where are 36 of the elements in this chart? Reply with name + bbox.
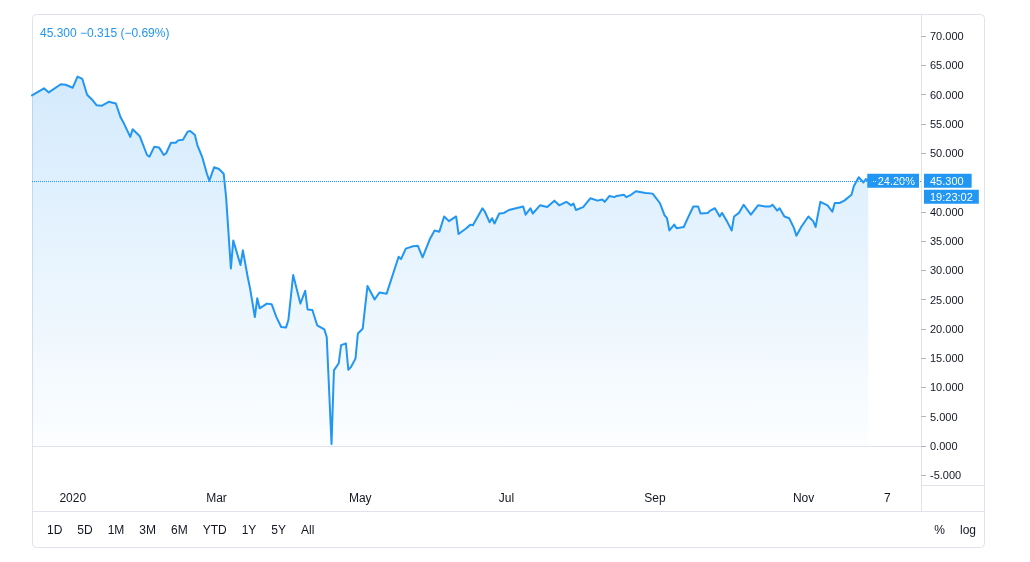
y-tick-label: -5.000: [930, 469, 962, 482]
y-tick-label: 60.000: [930, 88, 964, 101]
text: 6M: [171, 523, 188, 537]
ref-line-label: 45.300: [930, 174, 964, 187]
y-tick-label: 15.000: [930, 352, 964, 365]
y-tick-label: 5.000: [930, 410, 958, 423]
y-tick-label: 35.000: [930, 235, 964, 248]
x-tick-label: Mar: [206, 491, 227, 505]
text: 1Y: [241, 523, 257, 537]
text: 5Y: [271, 523, 287, 537]
y-tick-label: 50.000: [930, 147, 964, 160]
x-tick-label: Jul: [498, 491, 515, 505]
y-tick-label: 65.000: [930, 59, 964, 72]
x-tick-label: 2020: [59, 491, 87, 505]
x-tick-label: May: [348, 491, 372, 505]
text: YTD: [202, 523, 228, 537]
annotation: 45.300 −0.315 (−0.69%): [40, 26, 170, 40]
y-tick-label: 0.000: [930, 439, 958, 452]
y-tick-label: 40.000: [930, 205, 964, 218]
text: 5D: [77, 523, 94, 537]
x-tick-label: Nov: [792, 491, 815, 505]
text: All: [301, 523, 315, 537]
text: 1D: [47, 523, 63, 537]
y-tick-label: 70.000: [930, 30, 964, 43]
y-tick-label: 55.000: [930, 118, 964, 130]
text: log: [959, 523, 976, 537]
y-tick-label: 30.000: [930, 264, 964, 277]
text: 1M: [107, 523, 125, 537]
x-tick-label: Sep: [644, 491, 667, 505]
y-tick-label: 20.000: [930, 322, 964, 335]
y-tick-label: 25.000: [930, 293, 964, 306]
y-tick-label: 10.000: [930, 381, 964, 394]
text: %: [934, 523, 946, 537]
text: 19:23:02: [930, 191, 973, 204]
x-tick-label: 7: [884, 491, 892, 505]
text: 3M: [139, 523, 157, 537]
